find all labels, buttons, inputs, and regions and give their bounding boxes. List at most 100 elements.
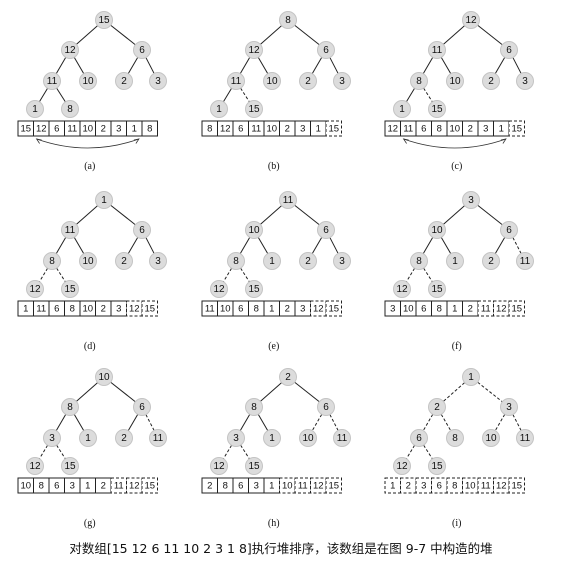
node-value: 6 [506,45,512,56]
node-value: 8 [233,256,239,267]
tree-node: 8 [446,429,464,447]
node-circle [279,191,297,209]
node-circle [61,221,79,239]
node-circle [210,280,228,298]
array-cell-value: 1 [132,124,137,135]
array-cell-value: 6 [421,124,426,135]
tree-node: 1 [26,100,44,118]
array-cell-value: 12 [129,481,140,492]
node-circle [210,457,228,475]
tree-node: 2 [428,398,446,416]
node-value: 15 [431,104,443,115]
dashed-edge [145,414,155,431]
tree-edge [222,88,233,102]
tree-node: 1 [79,429,97,447]
array-cell-value: 8 [437,304,442,315]
node-circle [61,41,79,59]
node-value: 8 [452,433,458,444]
node-circle [149,429,167,447]
tree-edge [294,381,320,403]
tree-edge [145,57,155,74]
tree-edge [294,204,320,226]
tree-edge [76,205,98,225]
array-cell-value: 2 [468,124,473,135]
node-circle [79,429,97,447]
node-circle [279,11,297,29]
array-cell-value: 3 [421,481,426,492]
array-cell-value: 10 [403,304,414,315]
array-cell-value: 6 [238,124,243,135]
node-circle [428,280,446,298]
sorted-array-cell [325,120,342,137]
tree-edge [422,57,434,74]
tree-edge [239,237,251,254]
node-circle [333,252,351,270]
node-circle [500,41,518,59]
tree-node: 8 [61,398,79,416]
tree-edge [329,237,339,254]
tree-node: 6 [317,41,335,59]
node-circle [26,457,44,475]
array-cell-value: 6 [437,481,442,492]
tree-node: 12 [61,41,79,59]
tree-node: 6 [133,41,151,59]
node-value: 2 [121,76,127,87]
dashed-edge [423,444,433,460]
tree-edge [257,57,269,74]
node-value: 11 [153,433,164,444]
tree-node: 3 [333,72,351,90]
node-value: 8 [416,256,422,267]
node-circle [26,280,44,298]
tree-node: 8 [279,11,297,29]
node-circle [245,41,263,59]
tree-edge [440,57,452,74]
tree-node: 11 [61,221,79,239]
node-circle [410,72,428,90]
node-circle [428,457,446,475]
array-cell-value: 10 [282,481,293,492]
tree-edge [422,237,434,254]
node-value: 11 [520,256,531,267]
node-circle [95,11,113,29]
node-circle [482,429,500,447]
dashed-edge [422,414,434,431]
tree-node: 1 [446,252,464,270]
tree-node: 12 [210,280,228,298]
dashed-edge [222,445,233,459]
tree-node: 12 [26,280,44,298]
tree-node: 10 [299,429,317,447]
node-circle [333,429,351,447]
tree-edge [38,88,49,102]
node-circle [410,252,428,270]
tree-node: 10 [245,221,263,239]
node-circle [428,398,446,416]
node-value: 12 [213,461,225,472]
node-circle [428,221,446,239]
tree-node: 11 [43,72,61,90]
array-cell-value: 10 [266,124,277,135]
tree-node: 12 [393,280,411,298]
node-value: 1 [269,256,275,267]
swap-arrow [36,138,140,149]
array-cell-value: 6 [54,304,59,315]
sorted-array-cell [325,300,342,317]
node-value: 10 [98,372,110,383]
array-cell-value: 6 [238,304,243,315]
tree-edge [73,57,85,74]
array-cell-value: 10 [82,124,93,135]
node-circle [500,398,518,416]
panel-label: (e) [268,341,279,352]
tree-edge [110,381,136,403]
node-value: 2 [121,433,127,444]
node-value: 6 [323,225,329,236]
tree-node: 6 [317,221,335,239]
tree-node: 2 [299,252,317,270]
tree-node: 15 [428,457,446,475]
tree-node: 3 [227,429,245,447]
node-value: 6 [139,225,145,236]
node-value: 2 [488,256,494,267]
